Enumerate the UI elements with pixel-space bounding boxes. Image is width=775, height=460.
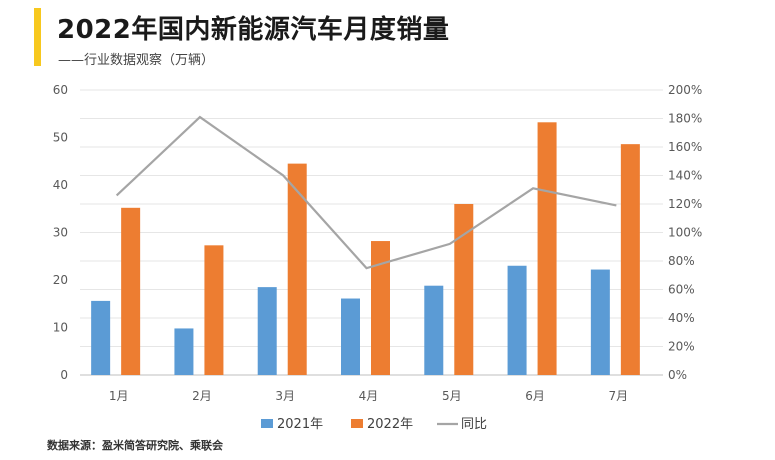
y-right-tick-label: 40% [668, 311, 695, 325]
bar-2022 [537, 122, 557, 375]
y-right-tick-label: 120% [668, 197, 702, 211]
x-tick-label: 6月 [525, 389, 545, 403]
bar-2021 [507, 265, 527, 375]
y-right-tick-label: 60% [668, 283, 695, 297]
y-right-tick-label: 140% [668, 169, 702, 183]
y-right-tick-label: 0% [668, 368, 687, 382]
y-left-tick-label: 10 [53, 321, 68, 335]
x-tick-label: 1月 [109, 389, 129, 403]
y-left-tick-label: 20 [53, 273, 68, 287]
legend-label-2022: 2022年 [367, 417, 413, 432]
bar-2022 [371, 241, 390, 375]
x-tick-label: 7月 [609, 389, 629, 403]
data-source-note: 数据来源：盈米简答研究院、乘联会 [47, 439, 223, 452]
y-right-tick-label: 160% [668, 140, 702, 154]
legend-swatch-2021 [261, 419, 273, 428]
bar-2021 [590, 269, 610, 375]
y-right-tick-label: 20% [668, 340, 695, 354]
y-left-tick-label: 50 [53, 131, 68, 145]
line-yoy [115, 115, 617, 270]
y-right-tick-label: 200% [668, 83, 702, 97]
y-left-tick-label: 30 [53, 226, 68, 240]
x-tick-label: 3月 [275, 389, 295, 403]
y-right-tick-label: 100% [668, 226, 702, 240]
legend-swatch-2022 [351, 419, 363, 428]
y-right-tick-label: 80% [668, 254, 695, 268]
legend-label-yoy: 同比 [461, 417, 487, 432]
legend-label-2021: 2021年 [277, 417, 323, 432]
bar-2021 [174, 328, 194, 375]
bar-2022 [204, 245, 224, 375]
y-left-tick-label: 40 [53, 178, 68, 192]
x-tick-label: 2月 [192, 389, 212, 403]
x-tick-label: 4月 [359, 389, 379, 403]
x-tick-label: 5月 [442, 389, 462, 403]
bar-2022 [454, 204, 474, 375]
y-left-tick-label: 0 [60, 368, 68, 382]
bar-2021 [91, 300, 111, 375]
bar-2022 [620, 144, 640, 375]
chart-title: 2022年国内新能源汽车月度销量 [57, 15, 450, 45]
chart-subtitle: ——行业数据观察（万辆） [58, 53, 215, 68]
y-left-tick-label: 60 [53, 83, 68, 97]
title-accent-bar [34, 8, 41, 66]
y-right-tick-label: 180% [668, 112, 702, 126]
bar-2022 [121, 207, 141, 375]
bar-2021 [424, 285, 444, 375]
bar-2022 [287, 163, 307, 375]
bar-2021 [257, 287, 277, 375]
bar-2021 [341, 298, 360, 375]
